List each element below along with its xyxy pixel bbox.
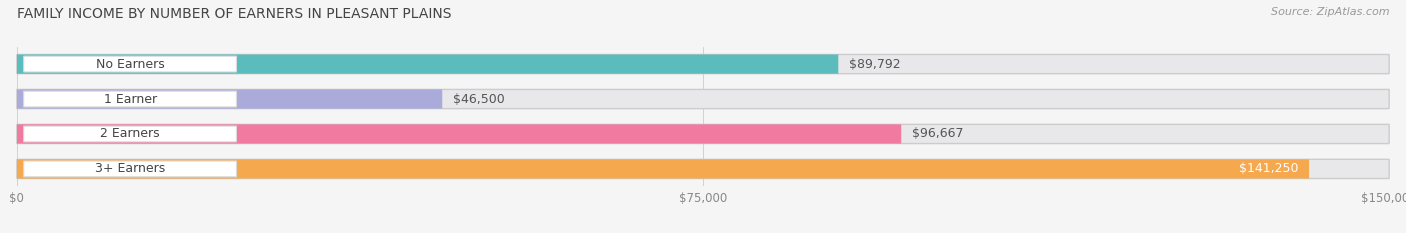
FancyBboxPatch shape [24, 126, 236, 142]
Text: 1 Earner: 1 Earner [104, 93, 156, 106]
FancyBboxPatch shape [17, 55, 1389, 74]
Text: Source: ZipAtlas.com: Source: ZipAtlas.com [1271, 7, 1389, 17]
FancyBboxPatch shape [17, 55, 838, 74]
FancyBboxPatch shape [24, 161, 236, 177]
FancyBboxPatch shape [17, 159, 1389, 178]
FancyBboxPatch shape [24, 91, 236, 107]
Text: $46,500: $46,500 [453, 93, 505, 106]
Text: 2 Earners: 2 Earners [100, 127, 160, 140]
Text: $96,667: $96,667 [912, 127, 963, 140]
Text: FAMILY INCOME BY NUMBER OF EARNERS IN PLEASANT PLAINS: FAMILY INCOME BY NUMBER OF EARNERS IN PL… [17, 7, 451, 21]
FancyBboxPatch shape [17, 89, 1389, 109]
FancyBboxPatch shape [24, 56, 236, 72]
Text: $141,250: $141,250 [1239, 162, 1298, 175]
Text: 3+ Earners: 3+ Earners [96, 162, 166, 175]
FancyBboxPatch shape [17, 159, 1309, 178]
Text: $89,792: $89,792 [849, 58, 901, 71]
FancyBboxPatch shape [17, 89, 443, 109]
Text: No Earners: No Earners [96, 58, 165, 71]
FancyBboxPatch shape [17, 124, 901, 144]
FancyBboxPatch shape [17, 124, 1389, 144]
